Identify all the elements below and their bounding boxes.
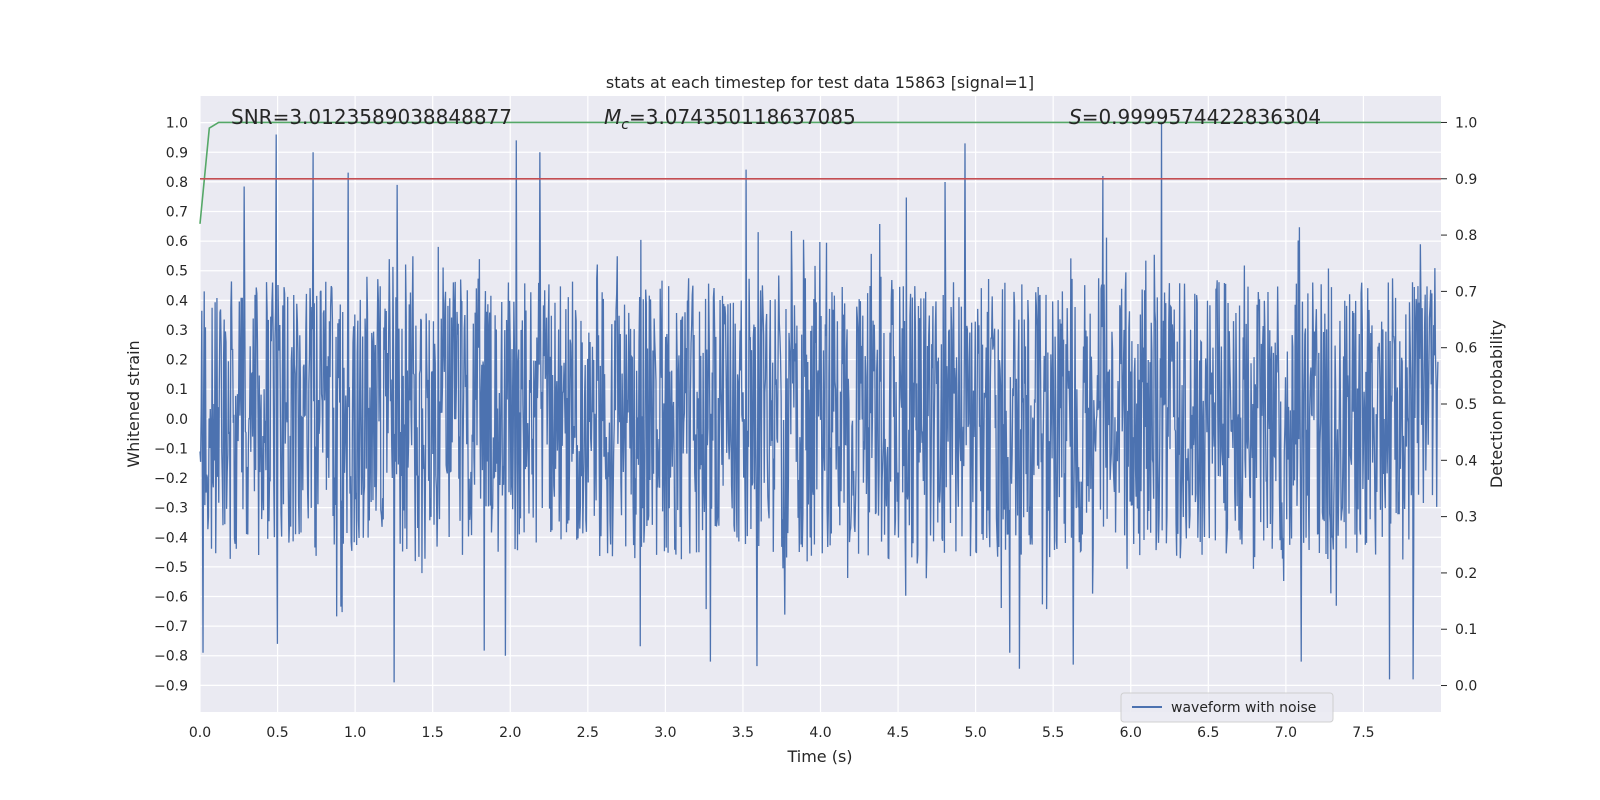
x-tick-label: 4.0 xyxy=(809,725,831,741)
y2-axis-label: Detection probability xyxy=(1487,320,1506,488)
mc-label: M xyxy=(604,105,621,129)
y-tick-label: 0.9 xyxy=(166,145,188,161)
y-tick-label: 0.2 xyxy=(166,353,188,369)
x-tick-label: 6.5 xyxy=(1197,725,1219,741)
y-ticks: 1.0 0.9 0.8 0.7 0.6 0.5 0.4 0.3 0.2 0.1 0.0 −0.1 −0.… xyxy=(154,116,188,695)
y2-tick-label: 0.9 xyxy=(1455,172,1477,188)
legend: waveform with noise xyxy=(1120,692,1334,723)
x-tick-label: 3.5 xyxy=(732,725,754,741)
x-tick-label: 0.5 xyxy=(266,725,288,741)
y2-tick-label: 0.3 xyxy=(1455,510,1477,526)
legend-box xyxy=(1120,692,1334,723)
mc-annotation: Mc=3.074350118637085 xyxy=(604,105,856,133)
y2-tick-label: 1.0 xyxy=(1455,115,1477,131)
y-tick-label: −0.7 xyxy=(154,619,188,635)
x-tick-label: 7.0 xyxy=(1275,725,1297,741)
y-tick-label: −0.4 xyxy=(154,530,188,546)
y-tick-label: −0.2 xyxy=(154,471,188,487)
snr-annotation: SNR=3.0123589038848877 xyxy=(231,105,512,129)
x-ticks: 0.0 0.5 1.0 1.5 2.0 2.5 3.0 3.5 4.0 4.5 5.0 5.5 6.0 6… xyxy=(189,725,1375,741)
y2-tick-label: 0.0 xyxy=(1455,679,1477,695)
snr-value: =3.0123589038848877 xyxy=(273,105,512,129)
mc-subscript: c xyxy=(621,117,629,133)
detection-probability-line xyxy=(199,121,1441,224)
y-tick-label: −0.5 xyxy=(154,560,188,576)
x-tick-label: 4.5 xyxy=(887,725,909,741)
y2-tick-label: 0.5 xyxy=(1455,397,1477,413)
x-tick-label: 0.0 xyxy=(189,725,211,741)
x-tick-label: 5.5 xyxy=(1042,725,1064,741)
x-tick-label: 6.0 xyxy=(1120,725,1142,741)
s-value: =0.9999574422836304 xyxy=(1082,105,1321,129)
y-tick-label: 0.1 xyxy=(166,382,188,398)
legend-label: waveform with noise xyxy=(1171,700,1316,716)
y-tick-label: 0.6 xyxy=(166,234,188,250)
y2-ticks: 1.0 0.9 0.8 0.7 0.6 0.5 0.4 0.3 0.2 0.1 0.0 xyxy=(1441,115,1477,695)
waveform-line xyxy=(199,122,1439,683)
x-tick-label: 5.0 xyxy=(964,725,986,741)
y-tick-label: 1.0 xyxy=(166,116,188,132)
y-axis-label: Whitened strain xyxy=(124,340,143,467)
x-tick-label: 2.0 xyxy=(499,725,521,741)
x-tick-label: 1.0 xyxy=(344,725,366,741)
x-tick-label: 3.0 xyxy=(654,725,676,741)
y-tick-label: −0.1 xyxy=(154,441,188,457)
y2-tick-label: 0.1 xyxy=(1455,622,1477,638)
y-tick-label: 0.5 xyxy=(166,264,188,280)
y-tick-label: −0.6 xyxy=(154,590,188,606)
x-tick-label: 1.5 xyxy=(422,725,444,741)
x-axis-label: Time (s) xyxy=(786,747,852,766)
snr-label: SNR xyxy=(231,105,273,129)
mc-value: =3.074350118637085 xyxy=(629,105,856,129)
y-tick-label: 0.8 xyxy=(166,175,188,191)
waveform-series xyxy=(199,122,1439,683)
y-tick-label: 0.0 xyxy=(166,412,188,428)
y-tick-label: −0.3 xyxy=(154,501,188,517)
y-tick-label: −0.8 xyxy=(154,649,188,665)
y2-tick-label: 0.7 xyxy=(1455,284,1477,300)
y2-tick-label: 0.6 xyxy=(1455,341,1477,357)
y-tick-label: −0.9 xyxy=(154,678,188,694)
y2-tick-label: 0.2 xyxy=(1455,566,1477,582)
y-tick-label: 0.4 xyxy=(166,293,188,309)
s-label: S xyxy=(1069,105,1082,129)
x-tick-label: 2.5 xyxy=(577,725,599,741)
y2-tick-label: 0.8 xyxy=(1455,228,1477,244)
s-annotation: S=0.9999574422836304 xyxy=(1069,105,1321,129)
y-tick-label: 0.3 xyxy=(166,323,188,339)
chart-title: stats at each timestep for test data 158… xyxy=(606,73,1034,92)
y2-tick-label: 0.4 xyxy=(1455,453,1477,469)
y-tick-label: 0.7 xyxy=(166,205,188,221)
probability-lines xyxy=(199,121,1441,224)
x-tick-label: 7.5 xyxy=(1352,725,1374,741)
